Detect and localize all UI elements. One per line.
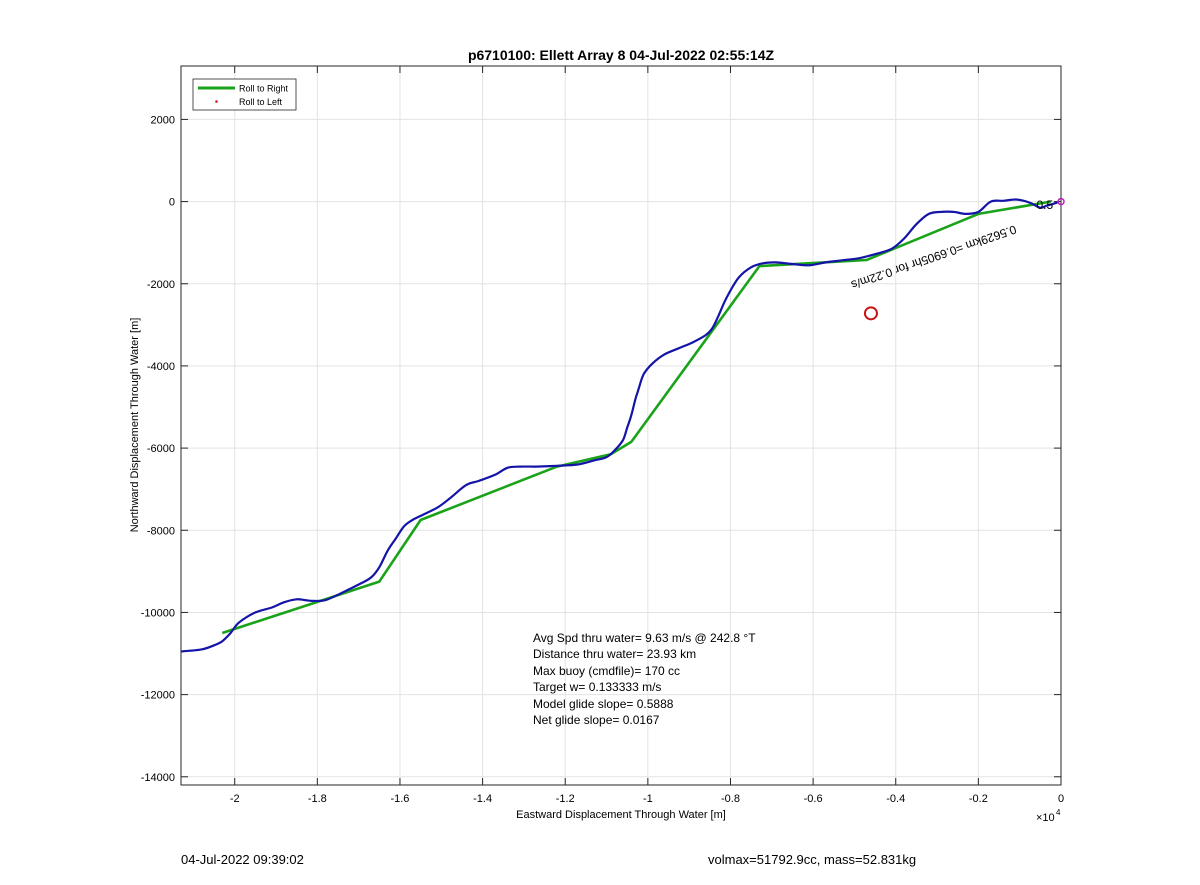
chart-title: p6710100: Ellett Array 8 04-Jul-2022 02:… [468, 47, 775, 63]
stats-line: Target w= 0.133333 m/s [533, 680, 661, 694]
stats-line: Avg Spd thru water= 9.63 m/s @ 242.8 °T [533, 631, 756, 645]
axis-ticks: -2 -1.8 -1.6 -1.4 -1.2 -1 -0.8 -0.6 -0.4 -0.2 0 200… [141, 66, 1064, 805]
x-axis-label: Eastward Displacement Through Water [m] [516, 809, 726, 821]
stats-text-block: Avg Spd thru water= 9.63 m/s @ 242.8 °T … [533, 631, 756, 727]
legend-box [192, 78, 297, 111]
y-tick-label: -14000 [141, 772, 175, 784]
x-tick-label: -0.8 [721, 793, 740, 805]
legend-label-roll-left: Roll to Left [239, 97, 283, 107]
legend: Roll to Right Roll to Left [192, 78, 297, 111]
origin-cluster-label: 0.5 [1036, 198, 1053, 212]
y-tick-label: -8000 [147, 525, 175, 537]
legend-label-roll-right: Roll to Right [239, 84, 289, 94]
plot-area-frame [180, 65, 1062, 786]
x-tick-label: -1.8 [308, 793, 327, 805]
x-tick-label: -1.4 [473, 793, 492, 805]
x-tick-label: -0.6 [804, 793, 823, 805]
footer-timestamp: 04-Jul-2022 09:39:02 [181, 852, 304, 867]
y-tick-label: 2000 [151, 114, 175, 126]
x-multiplier-exponent: 4 [1056, 808, 1061, 817]
x-tick-label: -0.2 [969, 793, 988, 805]
x-multiplier-label: ×10 [1036, 812, 1055, 824]
series-line-track [180, 198, 1060, 653]
origin-marker [1057, 197, 1065, 206]
x-tick-label: -1 [643, 793, 653, 805]
target-marker [863, 306, 878, 321]
x-tick-label: -1.2 [556, 793, 575, 805]
y-tick-label: -2000 [147, 279, 175, 291]
stats-line: Distance thru water= 23.93 km [533, 647, 696, 661]
y-tick-label: -12000 [141, 690, 175, 702]
x-tick-label: -0.4 [886, 793, 905, 805]
y-tick-label: 0 [169, 197, 175, 209]
stats-line: Max buoy (cmdfile)= 170 cc [533, 664, 680, 678]
stats-line: Net glide slope= 0.0167 [533, 713, 660, 727]
y-tick-label: -6000 [147, 443, 175, 455]
x-tick-label: -2 [230, 793, 240, 805]
stats-line: Model glide slope= 0.5888 [533, 697, 674, 711]
y-tick-label: -4000 [147, 361, 175, 373]
legend-swatch-roll-left [215, 100, 218, 103]
series-line-roll-right [221, 200, 1051, 635]
y-axis-label: Northward Displacement Through Water [m] [129, 318, 141, 533]
footer-volmax-mass: volmax=51792.9cc, mass=52.831kg [708, 852, 917, 867]
x-tick-label: 0 [1058, 793, 1064, 805]
y-tick-label: -10000 [141, 607, 175, 619]
x-tick-label: -1.6 [390, 793, 409, 805]
data-series: 0.50.5629km =0.6905hr for 0.22m/s [180, 197, 1065, 653]
